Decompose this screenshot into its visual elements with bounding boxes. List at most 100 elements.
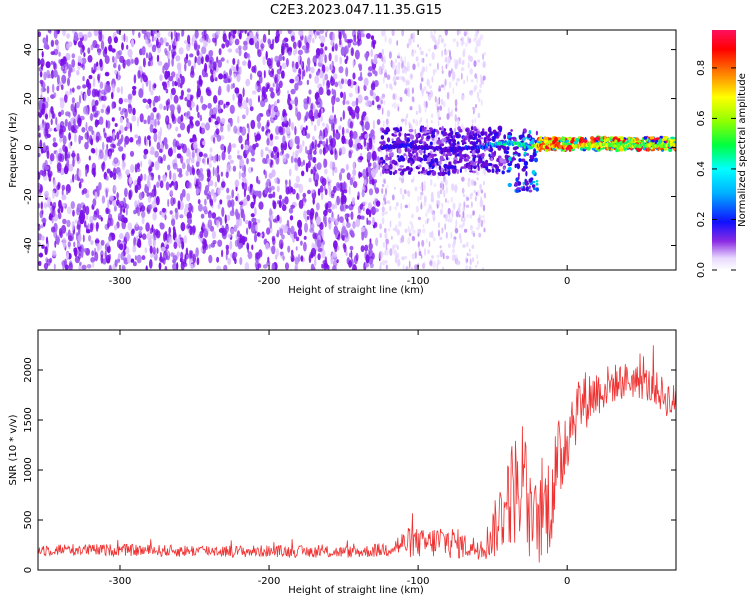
- noise-speckle: [53, 61, 56, 70]
- noise-streak: [466, 213, 469, 218]
- signal-speckle: [501, 170, 505, 175]
- noise-speckle: [209, 63, 213, 69]
- noise-speckle: [282, 56, 285, 61]
- noise-speckle: [257, 263, 262, 269]
- noise-speckle: [247, 59, 252, 69]
- snr-y-tick-label: 500: [23, 510, 34, 529]
- noise-speckle: [319, 221, 324, 231]
- noise-streak: [383, 179, 386, 184]
- noise-speckle: [145, 104, 150, 110]
- signal-speckle: [451, 138, 456, 143]
- noise-speckle: [357, 30, 363, 37]
- noise-speckle: [142, 57, 146, 68]
- noise-speckle: [353, 255, 358, 265]
- signal-speckle: [499, 127, 502, 133]
- noise-speckle: [256, 80, 261, 87]
- noise-speckle: [107, 199, 110, 210]
- noise-speckle: [245, 97, 249, 103]
- noise-speckle: [225, 244, 229, 251]
- signal-speckle: [378, 159, 383, 163]
- noise-speckle: [292, 41, 297, 50]
- signal-speckle: [385, 157, 389, 161]
- noise-speckle: [306, 79, 310, 85]
- noise-speckle: [176, 167, 180, 172]
- noise-speckle: [338, 66, 344, 74]
- noise-speckle: [223, 145, 226, 153]
- noise-speckle: [44, 246, 48, 256]
- signal-speckle: [391, 133, 395, 137]
- noise-speckle: [87, 31, 92, 38]
- noise-speckle: [164, 230, 168, 241]
- noise-speckle: [172, 226, 176, 232]
- noise-speckle: [38, 233, 43, 241]
- noise-speckle: [361, 114, 364, 123]
- noise-streak: [410, 267, 414, 270]
- noise-speckle: [113, 157, 119, 165]
- signal-speckle: [429, 141, 433, 146]
- noise-streak: [381, 68, 383, 75]
- noise-speckle: [239, 158, 245, 167]
- noise-streak: [407, 92, 411, 98]
- noise-streak: [390, 59, 393, 68]
- noise-streak: [444, 49, 448, 56]
- noise-speckle: [238, 93, 243, 104]
- noise-speckle: [269, 133, 274, 141]
- noise-speckle: [90, 147, 96, 154]
- noise-speckle: [268, 139, 274, 147]
- noise-speckle: [283, 224, 288, 234]
- signal-speckle: [522, 181, 525, 186]
- noise-streak: [438, 229, 440, 237]
- noise-speckle: [197, 111, 200, 119]
- signal-speckle: [423, 158, 428, 162]
- noise-speckle: [310, 169, 314, 175]
- noise-streak: [444, 30, 448, 36]
- noise-speckle: [370, 35, 375, 41]
- noise-speckle: [328, 52, 332, 62]
- signal-speckle: [467, 138, 471, 143]
- noise-streak: [400, 177, 405, 184]
- snr-frame: [37, 329, 677, 571]
- noise-speckle: [71, 220, 75, 231]
- noise-speckle: [269, 87, 274, 93]
- noise-streak: [417, 62, 420, 68]
- noise-speckle: [235, 195, 239, 202]
- noise-speckle: [257, 180, 261, 185]
- noise-streak: [448, 81, 452, 89]
- noise-streak: [441, 70, 444, 74]
- noise-speckle: [225, 248, 229, 256]
- noise-speckle: [295, 246, 298, 251]
- noise-streak: [476, 254, 478, 260]
- signal-speckle: [530, 177, 534, 181]
- noise-streak: [392, 61, 395, 70]
- noise-streak: [467, 181, 471, 188]
- signal-speckle: [470, 132, 473, 135]
- noise-speckle: [290, 155, 294, 164]
- noise-speckle: [138, 32, 141, 38]
- noise-speckle: [297, 157, 302, 167]
- noise-speckle: [223, 78, 229, 84]
- noise-speckle: [180, 155, 184, 164]
- noise-streak: [386, 74, 391, 80]
- noise-speckle: [70, 141, 73, 147]
- noise-speckle: [117, 172, 123, 180]
- signal-speckle: [469, 170, 473, 173]
- noise-speckle: [275, 254, 278, 260]
- noise-speckle: [167, 70, 170, 78]
- noise-speckle: [137, 70, 141, 79]
- noise-speckle: [357, 38, 362, 46]
- noise-speckle: [331, 46, 334, 52]
- noise-speckle: [195, 120, 200, 127]
- noise-speckle: [247, 186, 250, 192]
- noise-speckle: [162, 81, 167, 91]
- noise-speckle: [101, 104, 106, 109]
- noise-speckle: [339, 56, 343, 65]
- noise-speckle: [276, 68, 282, 75]
- noise-speckle: [112, 55, 115, 63]
- noise-speckle: [208, 244, 211, 249]
- noise-speckle: [264, 170, 268, 179]
- noise-speckle: [257, 70, 263, 78]
- noise-speckle: [309, 212, 314, 220]
- noise-speckle: [187, 34, 191, 44]
- noise-streak: [445, 198, 447, 203]
- signal-speckle: [408, 157, 414, 161]
